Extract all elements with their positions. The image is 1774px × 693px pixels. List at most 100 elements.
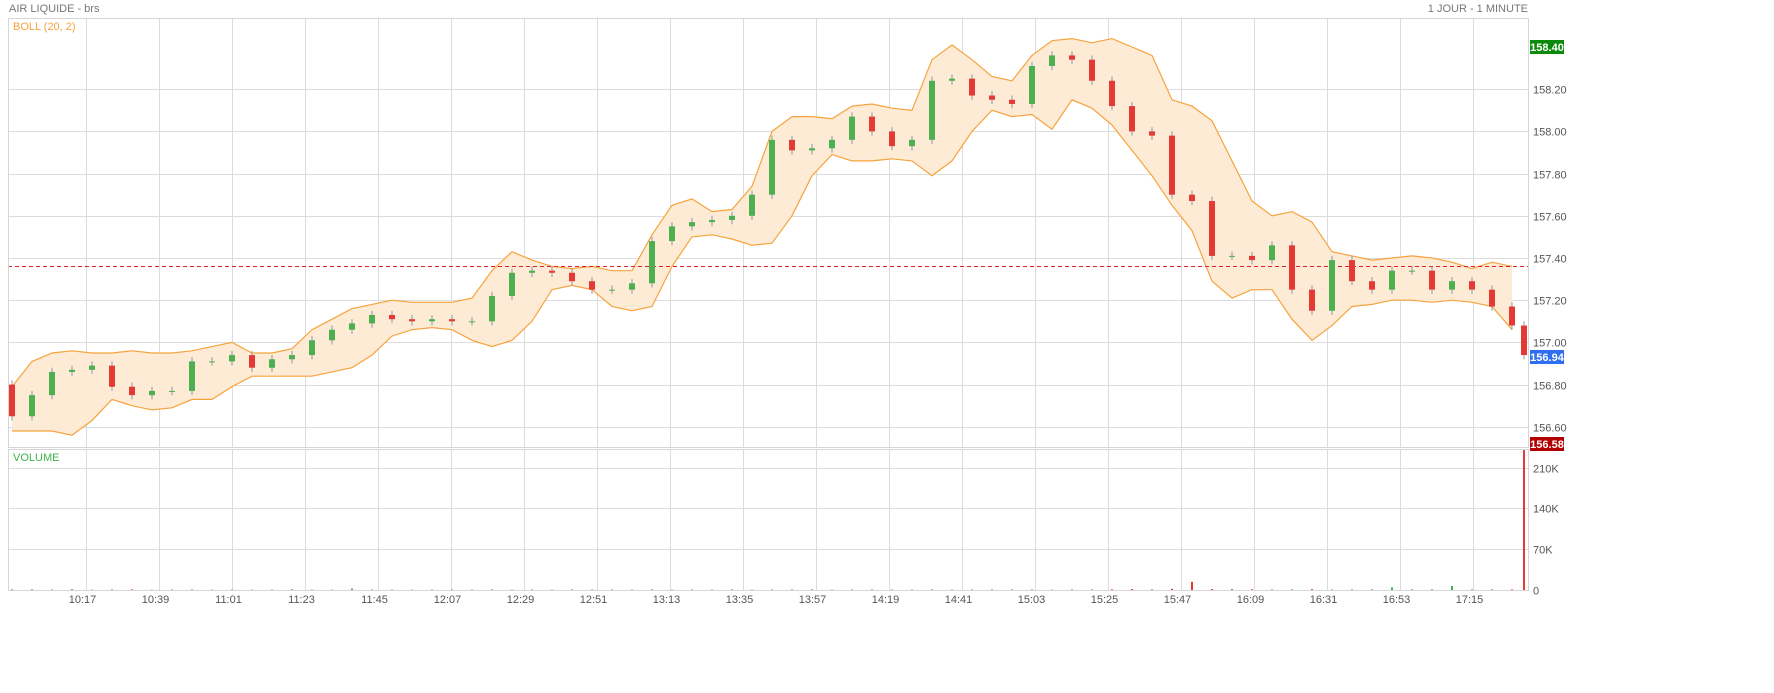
candle-body bbox=[89, 365, 95, 370]
volume-bar bbox=[811, 589, 813, 590]
candle bbox=[449, 314, 455, 326]
candle bbox=[429, 314, 435, 326]
candle-body bbox=[509, 272, 515, 296]
candle bbox=[1169, 131, 1175, 199]
candle bbox=[1109, 76, 1115, 111]
volume-bar bbox=[1211, 589, 1213, 590]
price-tick-label: 157.00 bbox=[1533, 338, 1567, 350]
candle bbox=[1329, 255, 1335, 315]
candle bbox=[509, 268, 515, 301]
volume-bar bbox=[1011, 589, 1013, 591]
volume-bar bbox=[1471, 589, 1473, 590]
volume-bar bbox=[1091, 589, 1093, 591]
candle bbox=[1449, 276, 1455, 294]
candle-body bbox=[349, 323, 355, 330]
volume-bar bbox=[1031, 589, 1033, 590]
candle-body bbox=[649, 241, 655, 284]
volume-bar bbox=[491, 589, 493, 590]
volume-bar bbox=[571, 589, 573, 591]
candle-body bbox=[889, 131, 895, 147]
volume-bar bbox=[651, 589, 653, 590]
volume-tick-label: 70K bbox=[1533, 545, 1553, 557]
candle bbox=[589, 276, 595, 294]
candle-body bbox=[1429, 270, 1435, 290]
candle-body bbox=[129, 386, 135, 396]
candle-body bbox=[1049, 55, 1055, 66]
candle-body bbox=[189, 361, 195, 391]
volume-bar bbox=[251, 589, 253, 591]
volume-bar bbox=[1171, 588, 1173, 590]
indicator-label: BOLL (20, 2) bbox=[13, 21, 76, 33]
volume-bar bbox=[1111, 589, 1113, 590]
candle-body bbox=[609, 289, 615, 291]
candle bbox=[9, 380, 15, 421]
candle bbox=[1369, 276, 1375, 294]
volume-bar bbox=[1291, 589, 1293, 590]
candle-body bbox=[1509, 306, 1515, 326]
candle-body bbox=[1029, 65, 1035, 104]
time-axis: 10:17 10:39 11:01 11:23 11:45 12:07 12:29 12:51… bbox=[69, 594, 1484, 606]
volume-bar bbox=[551, 589, 553, 591]
volume-bar bbox=[171, 589, 173, 591]
volume-bars bbox=[11, 450, 1525, 591]
time-tick-label: 16:53 bbox=[1383, 594, 1411, 606]
candle bbox=[149, 386, 155, 400]
candle-body bbox=[1109, 80, 1115, 107]
volume-bar bbox=[91, 589, 93, 591]
candle-body bbox=[1409, 270, 1415, 272]
time-tick-label: 12:51 bbox=[580, 594, 608, 606]
candle-body bbox=[1009, 99, 1015, 104]
candle bbox=[729, 211, 735, 225]
candle-body bbox=[1329, 260, 1335, 311]
volume-bar bbox=[431, 589, 433, 590]
candle-body bbox=[849, 116, 855, 140]
candle bbox=[1509, 302, 1515, 330]
candle bbox=[189, 357, 195, 396]
time-tick-label: 10:17 bbox=[69, 594, 97, 606]
volume-bar bbox=[31, 589, 33, 590]
volume-bar bbox=[871, 589, 873, 591]
candle bbox=[769, 135, 775, 199]
volume-bar bbox=[1451, 585, 1453, 590]
candle-body bbox=[669, 226, 675, 242]
candle-body bbox=[389, 314, 395, 320]
volume-bar bbox=[151, 589, 153, 591]
volume-bar bbox=[711, 589, 713, 591]
candle bbox=[529, 266, 535, 277]
candle-body bbox=[1521, 325, 1527, 356]
candle bbox=[849, 112, 855, 145]
candle-body bbox=[949, 78, 955, 81]
bollinger-upper-line bbox=[11, 37, 1513, 388]
volume-bar bbox=[751, 589, 753, 591]
price-tick-label: 158.20 bbox=[1533, 85, 1567, 97]
price-tick-label: 157.60 bbox=[1533, 212, 1567, 224]
price-tick-label: 158.00 bbox=[1533, 127, 1567, 139]
volume-bar bbox=[531, 589, 533, 590]
bollinger-lower-line bbox=[12, 99, 1513, 436]
candle-body bbox=[1309, 289, 1315, 311]
time-tick-label: 12:29 bbox=[507, 594, 535, 606]
volume-bar bbox=[11, 589, 13, 590]
candle bbox=[1229, 251, 1235, 261]
candle-body bbox=[1209, 201, 1215, 256]
candle-body bbox=[589, 281, 595, 290]
candle bbox=[1429, 266, 1435, 294]
candle bbox=[829, 135, 835, 153]
volume-axis: 210K 140K 70K 0 bbox=[1533, 464, 1559, 598]
candle bbox=[569, 268, 575, 286]
candle-body bbox=[1469, 281, 1475, 290]
candle bbox=[749, 190, 755, 221]
candle bbox=[369, 310, 375, 328]
candle bbox=[1521, 321, 1527, 360]
candle bbox=[1489, 285, 1495, 311]
candle-body bbox=[49, 371, 55, 396]
volume-bar bbox=[591, 589, 593, 591]
volume-bar bbox=[1511, 589, 1513, 590]
volume-bar bbox=[1231, 588, 1233, 590]
candle-body bbox=[109, 365, 115, 387]
candle bbox=[409, 314, 415, 326]
volume-bar bbox=[311, 589, 313, 591]
volume-tick-label: 140K bbox=[1533, 504, 1559, 516]
volume-bar bbox=[351, 588, 353, 590]
volume-bar bbox=[131, 589, 133, 590]
